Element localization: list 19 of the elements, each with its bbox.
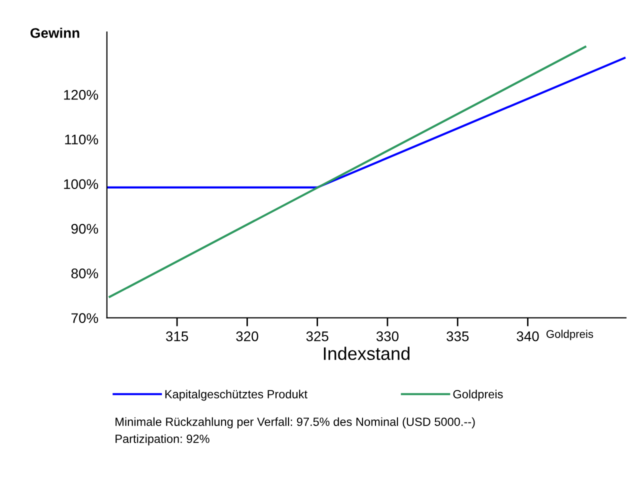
text: Minimale Rückzahlung per Verfall: 97.5% des Nominal (USD 5000.--) bbox=[116, 417, 475, 428]
x-tick-label: 330 bbox=[376, 331, 399, 342]
text: Goldpreis bbox=[546, 330, 594, 340]
y-tick-label: 100% bbox=[64, 179, 98, 190]
y-tick-label: 70% bbox=[71, 313, 98, 324]
x-tick-label: 335 bbox=[446, 331, 469, 342]
x-tick-label: 325 bbox=[306, 331, 328, 342]
y-axis-title: Gewinn bbox=[30, 28, 80, 38]
x-tick-label: 340 bbox=[516, 331, 539, 342]
y-tick-label: 120% bbox=[64, 90, 98, 100]
x-axis-title: Indexstand bbox=[324, 346, 410, 360]
x-tick-label: 320 bbox=[236, 331, 258, 342]
x-tick-label: 315 bbox=[166, 331, 188, 342]
legend-label: Kapitalgeschütztes Produkt bbox=[165, 390, 308, 401]
text: Partizipation: 92% bbox=[116, 434, 210, 446]
y-tick-label: 80% bbox=[71, 268, 98, 278]
legend-label: Goldpreis bbox=[453, 390, 503, 401]
y-tick-label: 90% bbox=[71, 224, 98, 234]
y-tick-label: 110% bbox=[65, 134, 98, 144]
